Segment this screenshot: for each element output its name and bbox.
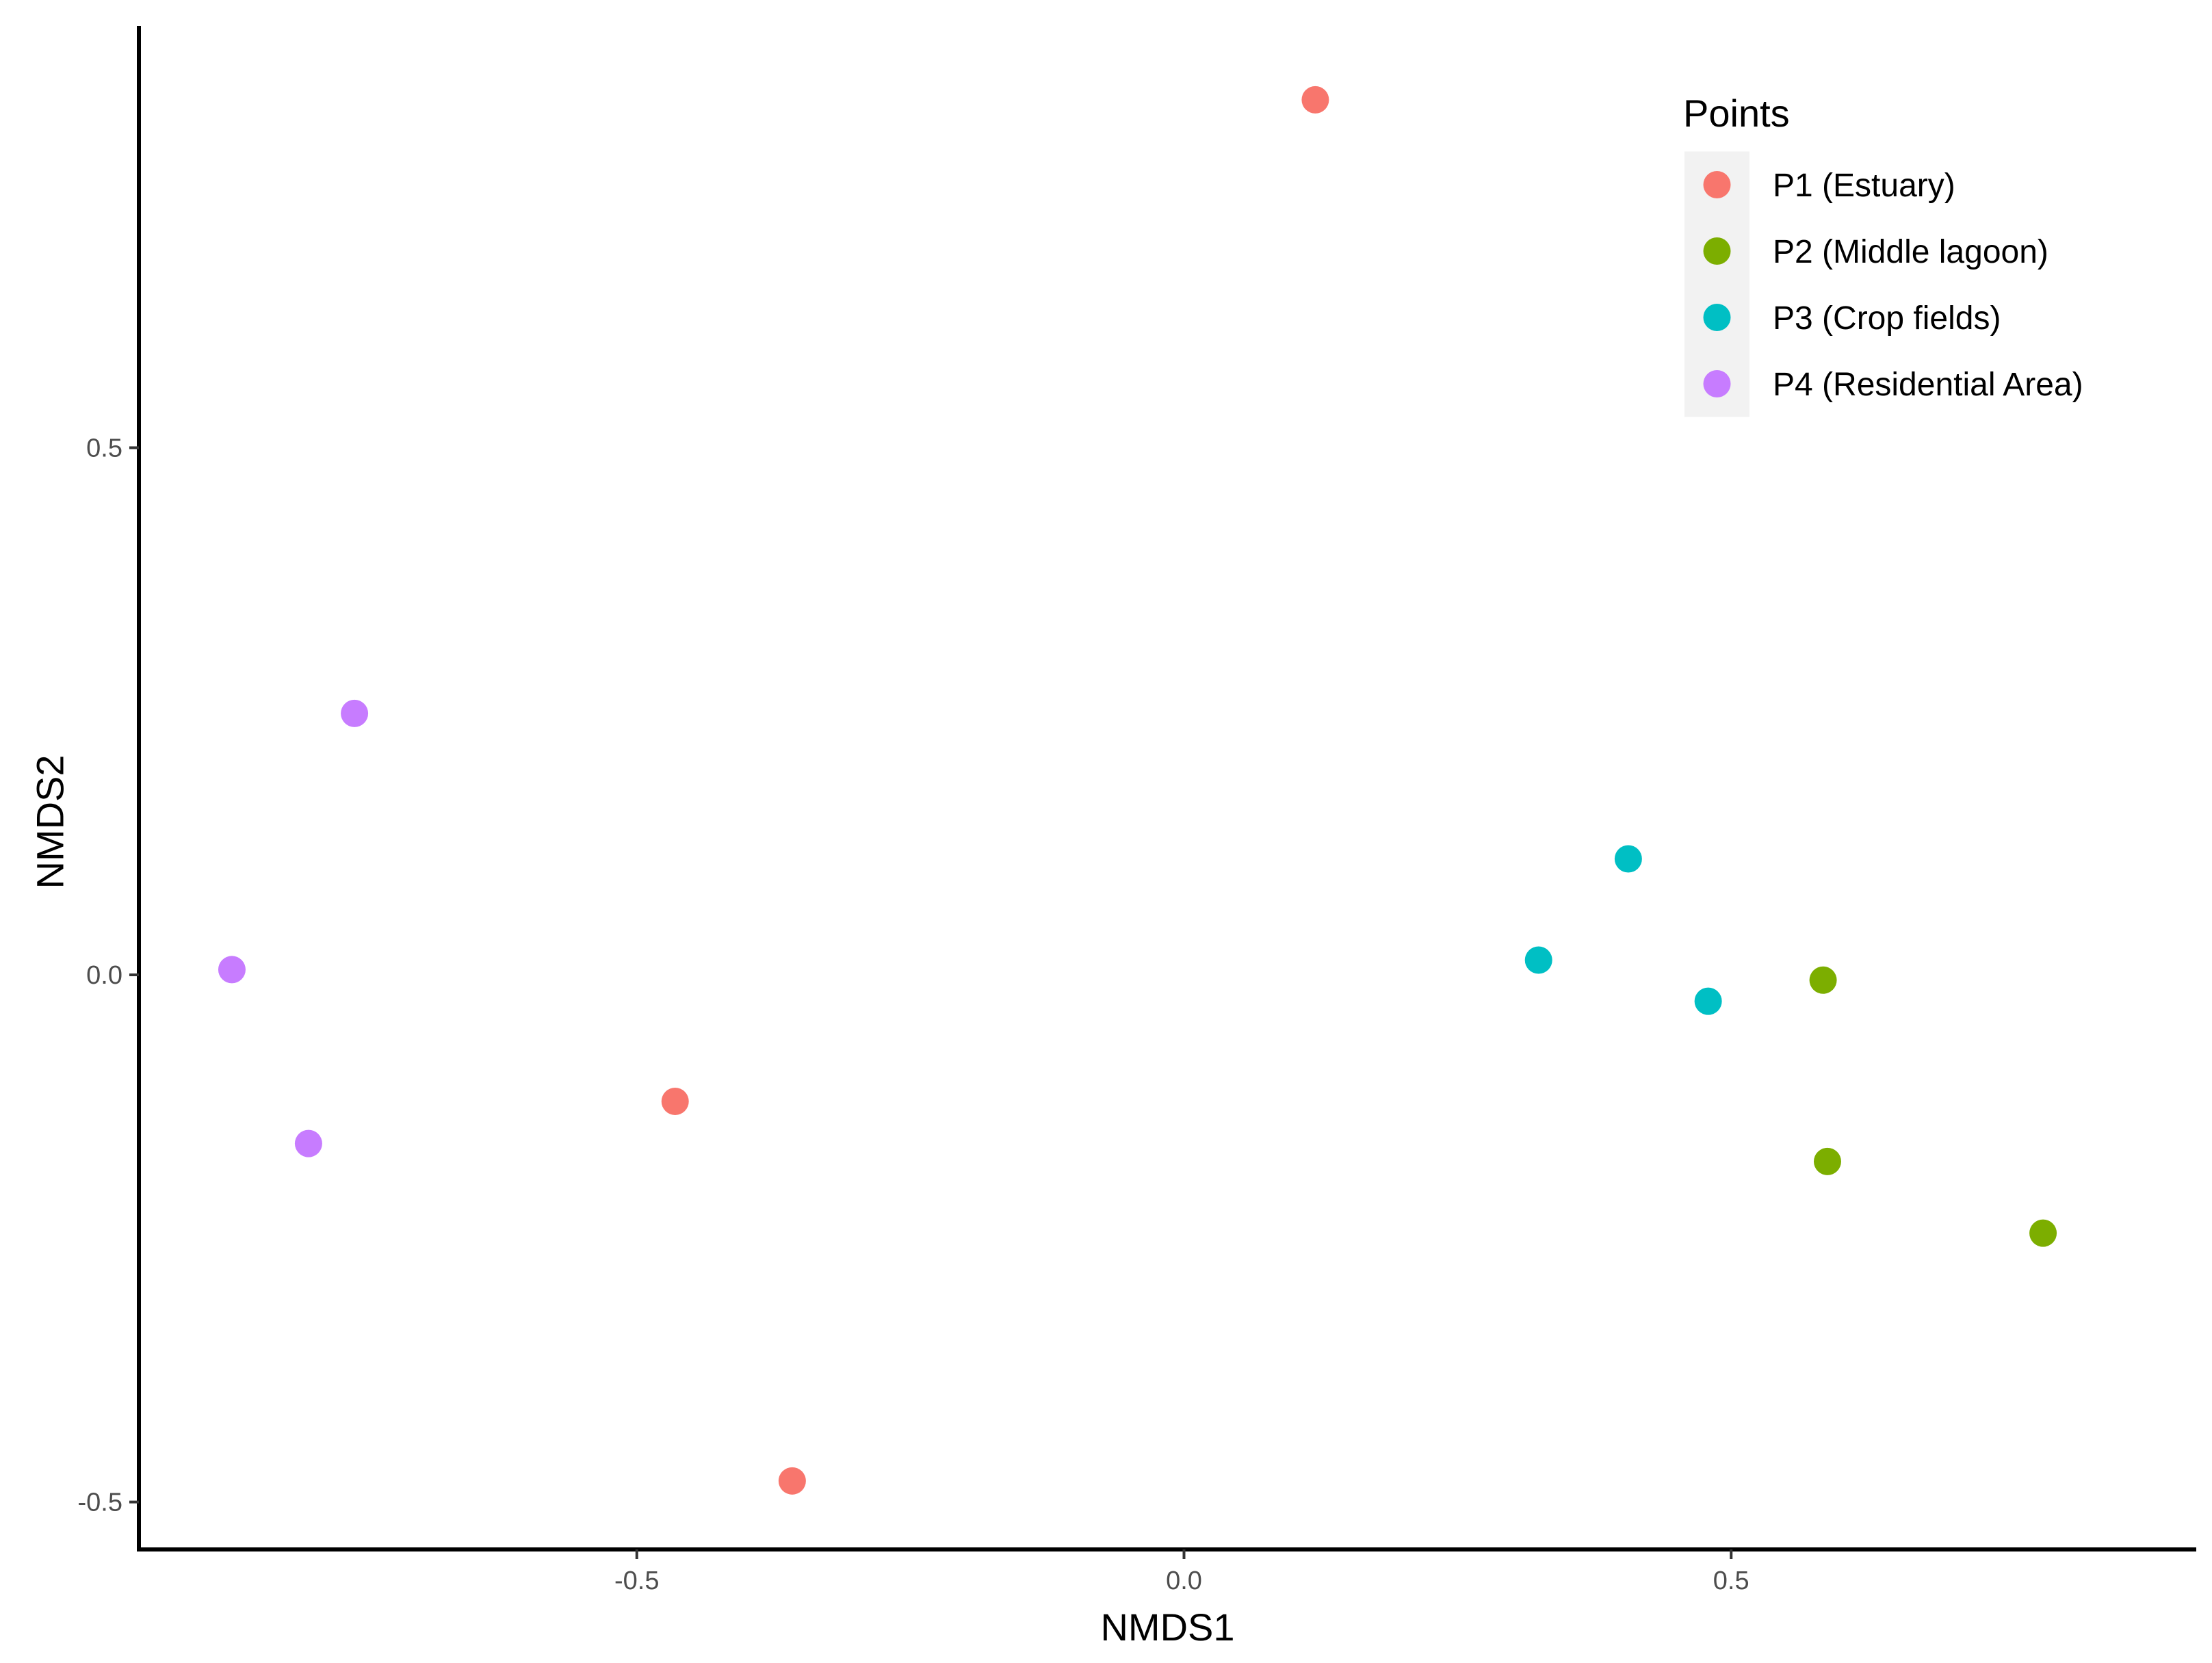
data-point-p2 xyxy=(2029,1219,2057,1247)
data-point-p1 xyxy=(1301,86,1329,114)
data-point-p3 xyxy=(1694,987,1722,1015)
legend-items: P1 (Estuary) P2 (Middle lagoon) P3 (Crop f… xyxy=(1684,151,2083,417)
y-axis-title: NMDS2 xyxy=(29,755,72,889)
legend-label-p1: P1 (Estuary) xyxy=(1773,168,1955,204)
legend-label-p3: P3 (Crop fields) xyxy=(1773,300,2001,337)
data-point-p1 xyxy=(778,1467,806,1495)
y-tick-label: 0.0 xyxy=(86,961,122,990)
data-point-p3 xyxy=(1614,845,1642,873)
x-tick-label: -0.5 xyxy=(614,1567,659,1595)
y-tick-label: 0.5 xyxy=(86,434,122,462)
data-point-p4 xyxy=(218,956,246,984)
x-tick-label: 0.0 xyxy=(1166,1567,1202,1595)
data-point-p1 xyxy=(661,1088,689,1115)
legend-key-p4 xyxy=(1703,370,1731,397)
x-axis-title: NMDS1 xyxy=(1100,1606,1234,1649)
legend-title: Points xyxy=(1683,92,1790,135)
x-tick-label: 0.5 xyxy=(1713,1567,1749,1595)
y-tick-label: -0.5 xyxy=(78,1489,122,1517)
y-ticks: -0.5 0.0 0.5 xyxy=(78,434,139,1517)
x-ticks: -0.5 0.0 0.5 xyxy=(614,1549,1749,1595)
plot-points xyxy=(218,86,2057,1495)
legend-key-p1 xyxy=(1703,171,1731,198)
legend: Points P1 (Estuary) P2 (Middle lagoon) P3 … xyxy=(1683,92,2083,417)
data-point-p4 xyxy=(341,699,369,727)
data-point-p2 xyxy=(1813,1147,1841,1175)
data-point-p3 xyxy=(1524,946,1552,974)
legend-key-p3 xyxy=(1703,304,1731,331)
data-point-p2 xyxy=(1809,966,1837,994)
legend-label-p2: P2 (Middle lagoon) xyxy=(1773,234,2048,270)
legend-key-p2 xyxy=(1703,237,1731,265)
data-point-p4 xyxy=(294,1129,322,1157)
axes: -0.5 0.0 0.5 -0.5 0.0 0.5 xyxy=(78,26,2196,1595)
legend-label-p4: P4 (Residential Area) xyxy=(1773,367,2083,403)
